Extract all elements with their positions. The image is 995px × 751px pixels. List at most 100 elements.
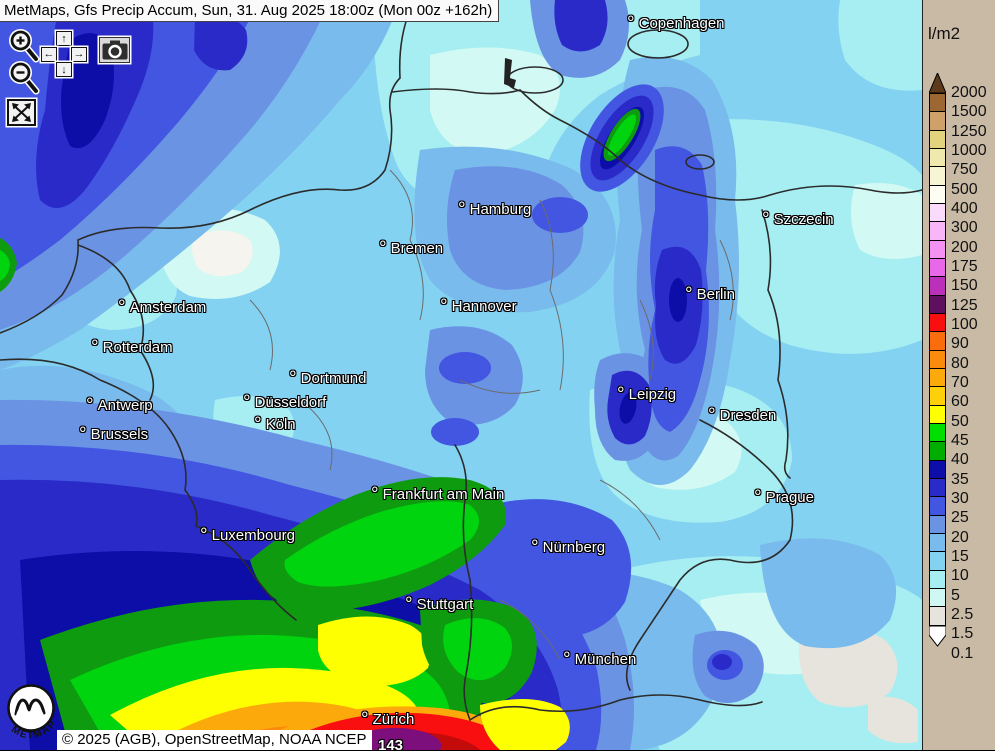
city-label: ° Dresden — [708, 405, 776, 427]
legend-cell — [929, 111, 946, 131]
pan-left-button[interactable]: ← — [41, 46, 57, 62]
legend-value: 400 — [951, 199, 978, 217]
legend-cell — [929, 367, 946, 388]
legend-value: 20 — [951, 528, 969, 546]
city-marker-icon: ° — [762, 208, 770, 230]
city-name: Szczecin — [773, 210, 834, 228]
city-label: ° Rotterdam — [91, 337, 173, 359]
legend-value: 80 — [951, 354, 969, 372]
legend-value: 35 — [951, 470, 969, 488]
city-marker-icon: ° — [563, 648, 571, 670]
city-label: ° Frankfurt am Main — [371, 484, 504, 506]
legend-cell — [929, 129, 946, 149]
legend-cell — [929, 294, 946, 314]
city-marker-icon: ° — [200, 524, 208, 546]
zoom-out-button[interactable] — [9, 61, 41, 95]
pan-right-icon: → — [73, 48, 85, 60]
city-label: ° Luxembourg — [200, 525, 295, 547]
attribution: © 2025 (AGB), OpenStreetMap, NOAA NCEP — [57, 730, 372, 750]
pan-down-button[interactable]: ↓ — [56, 62, 72, 77]
pan-up-icon: ↑ — [61, 32, 67, 45]
city-name: Dresden — [719, 406, 777, 424]
city-marker-icon: ° — [289, 367, 297, 389]
legend-triangle — [929, 73, 946, 94]
city-marker-icon: ° — [91, 336, 99, 358]
pan-control: ↑ ← → ↓ — [41, 31, 87, 78]
pan-up-button[interactable]: ↑ — [56, 31, 72, 46]
legend-value: 40 — [951, 451, 969, 469]
zoom-in-button[interactable] — [9, 29, 41, 63]
legend-value: 1000 — [951, 141, 987, 159]
city-marker-icon: ° — [79, 423, 87, 445]
legend-cell — [929, 221, 946, 241]
legend-value: 5 — [951, 586, 960, 604]
city-name: München — [574, 650, 637, 668]
zoom-in-icon — [9, 29, 40, 63]
city-label: ° Brussels — [79, 424, 148, 446]
legend-triangle — [929, 625, 946, 647]
legend-value: 2000 — [951, 84, 987, 101]
legend-unit-label: l/m2 — [928, 24, 961, 43]
legend-value: 500 — [951, 180, 978, 198]
city-name: Düsseldorf — [254, 393, 327, 411]
city-marker-icon: ° — [361, 708, 369, 730]
city-marker-icon: ° — [86, 394, 94, 416]
city-name: Stuttgart — [416, 595, 474, 613]
legend-value: 10 — [951, 567, 969, 585]
legend-value: 70 — [951, 373, 969, 391]
camera-icon — [102, 40, 127, 60]
city-marker-icon: ° — [243, 391, 251, 413]
city-name: Rotterdam — [102, 338, 173, 356]
city-label: ° Hamburg — [458, 199, 531, 221]
legend-cell — [929, 276, 946, 296]
screenshot-button[interactable] — [99, 37, 130, 63]
city-marker-icon: ° — [617, 383, 625, 405]
legend-colorbar — [929, 73, 946, 647]
legend-cell — [929, 587, 946, 608]
legend-value: 750 — [951, 161, 978, 179]
city-label: ° Berlin — [685, 284, 735, 306]
legend-cell — [929, 331, 946, 351]
legend-value: 2.5 — [951, 605, 974, 623]
city-label: ° Hannover — [440, 296, 517, 318]
city-marker-icon: ° — [371, 483, 379, 505]
city-marker-icon: ° — [627, 12, 635, 34]
legend-value: 50 — [951, 412, 969, 430]
legend-panel: l/m2 2000 1500 1250 1000 750 500 400 300 200 175 1… — [922, 0, 995, 750]
city-label: ° München — [563, 649, 636, 671]
legend-value: 60 — [951, 393, 969, 411]
legend-value: 100 — [951, 315, 978, 333]
city-name: Zürich — [372, 710, 415, 728]
fullscreen-button[interactable] — [7, 99, 36, 126]
city-marker-icon: ° — [458, 198, 466, 220]
city-name: Hannover — [451, 297, 517, 315]
city-marker-icon: ° — [405, 593, 413, 615]
city-marker-icon: ° — [685, 283, 693, 305]
legend-cell — [929, 496, 946, 516]
city-label: ° Prague — [754, 487, 814, 509]
legend-cell — [929, 184, 946, 204]
legend-cell — [929, 93, 946, 113]
legend-cell — [929, 257, 946, 278]
legend-cell — [929, 551, 946, 571]
city-label: ° Copenhagen — [627, 13, 725, 35]
metmaps-logo: METMAPS — [4, 682, 58, 741]
legend-value: 30 — [951, 489, 969, 507]
legend-cell — [929, 239, 946, 259]
legend-cell — [929, 404, 946, 424]
legend-value: 150 — [951, 277, 978, 295]
pan-right-button[interactable]: → — [71, 46, 87, 62]
city-name: Frankfurt am Main — [382, 485, 505, 503]
legend-cell — [929, 606, 946, 626]
legend-value: 300 — [951, 219, 978, 237]
city-name: Leipzig — [628, 385, 677, 403]
legend-cell — [929, 459, 946, 479]
legend-value: 15 — [951, 547, 969, 565]
fullscreen-icon — [12, 103, 31, 122]
legend-value: 175 — [951, 257, 978, 275]
legend-value: 125 — [951, 296, 978, 314]
city-marker-icon: ° — [754, 486, 762, 508]
pan-left-icon: ← — [43, 48, 55, 60]
